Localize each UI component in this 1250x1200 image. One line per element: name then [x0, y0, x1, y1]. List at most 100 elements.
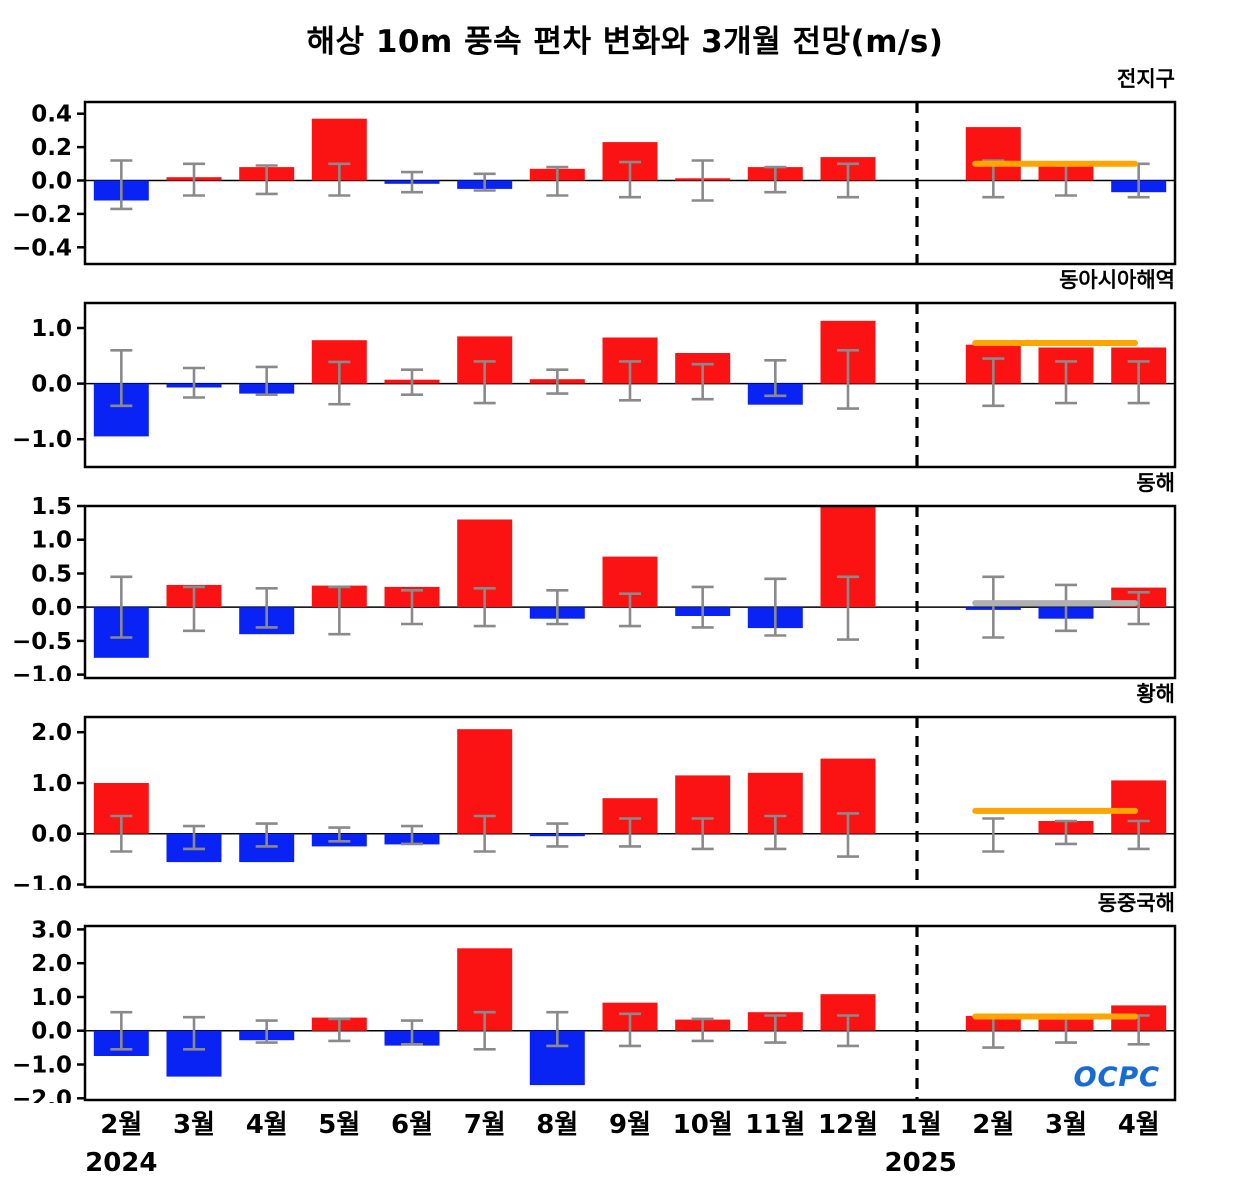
error-bar: [473, 587, 496, 628]
error-bar: [328, 1017, 351, 1043]
error-bar: [401, 368, 423, 396]
error-bar: [546, 1010, 569, 1048]
error-bar: [110, 575, 133, 639]
error-bar: [183, 1015, 205, 1051]
y-tick-label: −1.0: [12, 663, 72, 681]
chart-yellow-sea: 2.0 1.0 0.0 −1.0: [12, 715, 1177, 891]
x-tick-label: 9월: [609, 1110, 651, 1140]
error-bar: [473, 360, 496, 405]
error-bar: [183, 366, 205, 399]
panel-east-asia-seas: 동아시아해역 1.0 0.0 −1.0: [0, 267, 1250, 470]
error-bar: [110, 1010, 133, 1051]
x-tick-label: 3월: [173, 1110, 215, 1140]
error-bar: [764, 814, 787, 851]
error-bar: [401, 824, 423, 846]
y-tick-label: 0.2: [31, 135, 72, 161]
panel-east-sea: 동해 1.5 1.0 0.5 0.0 −0.5 −1.0: [0, 470, 1250, 681]
page-title: 해상 10m 풍속 편차 변화와 3개월 전망(m/s): [306, 24, 944, 60]
panel-global: 전지구 0.4 0.2 0.0 −0.2 −0.4: [0, 66, 1250, 267]
y-tick-label: 0.4: [31, 102, 72, 128]
error-bar: [183, 585, 205, 633]
error-bar: [183, 162, 205, 197]
x-tick-label: 10월: [673, 1110, 733, 1140]
x-tick-label: 1월: [900, 1110, 942, 1140]
error-bar: [1055, 583, 1077, 633]
y-tick-label: 1.5: [31, 497, 72, 520]
error-bar: [837, 1014, 859, 1048]
panel-label-east-asia-seas: 동아시아해역: [1059, 268, 1175, 292]
error-bar: [546, 589, 569, 626]
error-bar: [982, 575, 1005, 639]
error-bar: [691, 585, 714, 629]
error-bar: [619, 1012, 641, 1048]
year-label: 2024: [85, 1148, 157, 1178]
y-tick-label: 1.0: [31, 316, 72, 342]
error-bar: [619, 360, 641, 402]
x-tick-label: 4월: [246, 1110, 288, 1140]
y-tick-label: −0.4: [12, 235, 72, 261]
panel-label-global: 전지구: [1117, 67, 1175, 91]
x-tick-label: 11월: [745, 1110, 805, 1140]
panel-label-east-china-sea: 동중국해: [1097, 891, 1175, 915]
error-bar: [764, 165, 787, 194]
y-tick-label: −1.0: [12, 427, 72, 453]
y-tick-label: 0.0: [31, 1019, 72, 1045]
x-tick-label: 3월: [1045, 1110, 1087, 1140]
chart-east-china-sea: 3.0 2.0 1.0 0.0 −1.0 −2.0: [12, 917, 1177, 1103]
plot-border: [83, 715, 1177, 889]
chart-east-asia-seas: 1.0 0.0 −1.0: [12, 301, 1177, 469]
error-bar: [473, 172, 496, 192]
error-bar: [328, 826, 351, 843]
error-bar: [546, 822, 569, 848]
plot-border: [83, 924, 1177, 1102]
y-tick-label: 0.0: [31, 169, 72, 195]
error-bar: [255, 365, 278, 396]
y-tick-label: −1.0: [12, 873, 72, 891]
y-tick-label: −2.0: [12, 1086, 72, 1103]
error-bar: [473, 1010, 496, 1051]
error-bar: [110, 159, 133, 211]
error-bar: [837, 575, 859, 641]
chart-global: 0.4 0.2 0.0 −0.2 −0.4: [12, 100, 1177, 266]
error-bar: [183, 824, 205, 851]
ocpc-logo: OCPC: [1073, 1062, 1160, 1093]
error-bar: [546, 368, 569, 395]
x-tick-label: 2월: [972, 1110, 1014, 1140]
error-bar: [473, 814, 496, 853]
error-bar: [1055, 360, 1077, 405]
x-tick-label: 7월: [464, 1110, 506, 1140]
y-tick-label: 3.0: [31, 917, 72, 943]
y-tick-label: 0.5: [31, 562, 72, 588]
year-label: 2025: [885, 1148, 957, 1178]
panel-label-yellow-sea: 황해: [1136, 682, 1175, 706]
error-bar: [764, 1014, 787, 1044]
error-bar: [328, 585, 351, 636]
x-tick-label: 2월: [100, 1110, 142, 1140]
error-bar: [691, 159, 714, 202]
error-bar: [837, 812, 859, 858]
chart-east-sea: 1.5 1.0 0.5 0.0 −0.5 −1.0: [12, 497, 1177, 681]
error-bar: [401, 1019, 423, 1046]
panel-yellow-sea: 황해 2.0 1.0 0.0 −1.0: [0, 681, 1250, 890]
error-bar: [1055, 819, 1077, 846]
error-bar: [255, 1019, 278, 1044]
x-tick-label: 8월: [536, 1110, 578, 1140]
y-tick-label: 0.0: [31, 372, 72, 398]
error-bar: [837, 162, 859, 199]
y-tick-label: −1.0: [12, 1053, 72, 1079]
error-bar: [1127, 360, 1150, 405]
plot-border: [83, 100, 1177, 266]
error-bar: [328, 360, 351, 406]
error-bar: [110, 814, 133, 853]
panel-label-east-sea: 동해: [1136, 471, 1175, 495]
error-bar: [982, 817, 1005, 853]
y-tick-label: −0.2: [12, 202, 72, 228]
x-tick-label: 5월: [318, 1110, 360, 1140]
y-tick-label: 0.0: [31, 595, 72, 621]
error-bar: [837, 348, 859, 410]
y-tick-label: 2.0: [31, 720, 72, 746]
error-bar: [619, 592, 641, 628]
error-bar: [255, 587, 278, 629]
error-bar: [255, 164, 278, 196]
